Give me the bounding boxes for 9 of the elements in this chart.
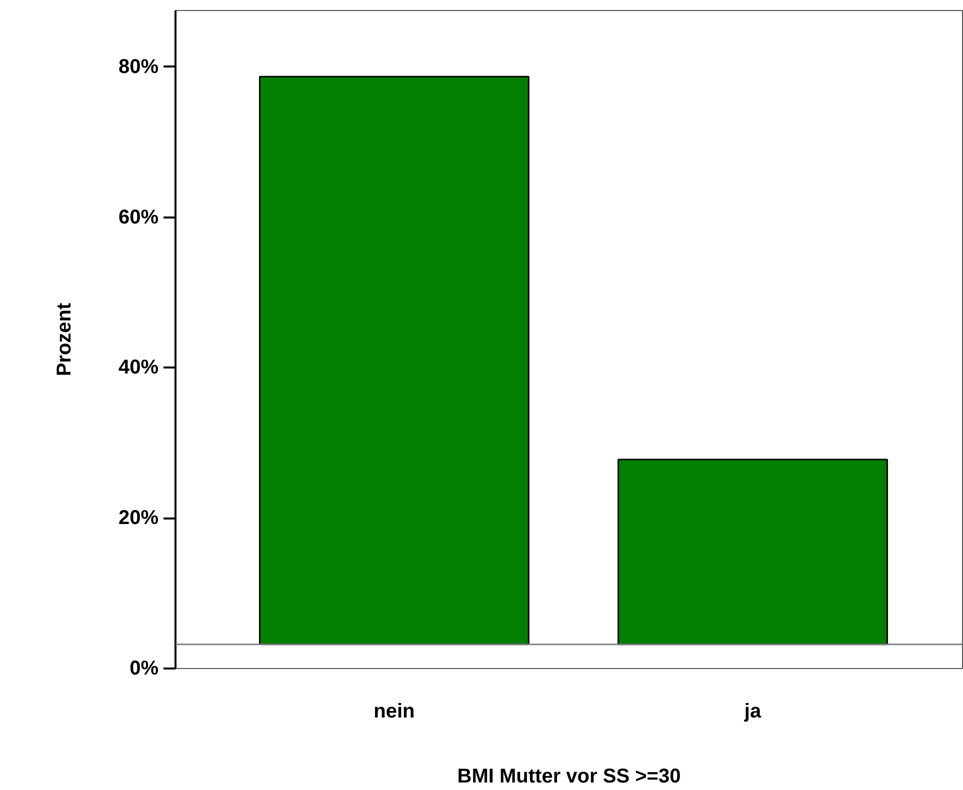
x-tick-label: ja	[743, 700, 762, 722]
x-tick-label: nein	[374, 700, 415, 722]
y-tick-label: 40%	[118, 356, 159, 379]
y-tick-label: 0%	[130, 658, 159, 680]
y-tick-label: 20%	[118, 507, 159, 530]
y-tick-label: 80%	[118, 56, 159, 78]
x-axis-title: BMI Mutter vor SS >=30	[457, 766, 681, 788]
y-tick-label: 60%	[118, 206, 159, 228]
y-axis-title: Prozent	[53, 302, 76, 376]
